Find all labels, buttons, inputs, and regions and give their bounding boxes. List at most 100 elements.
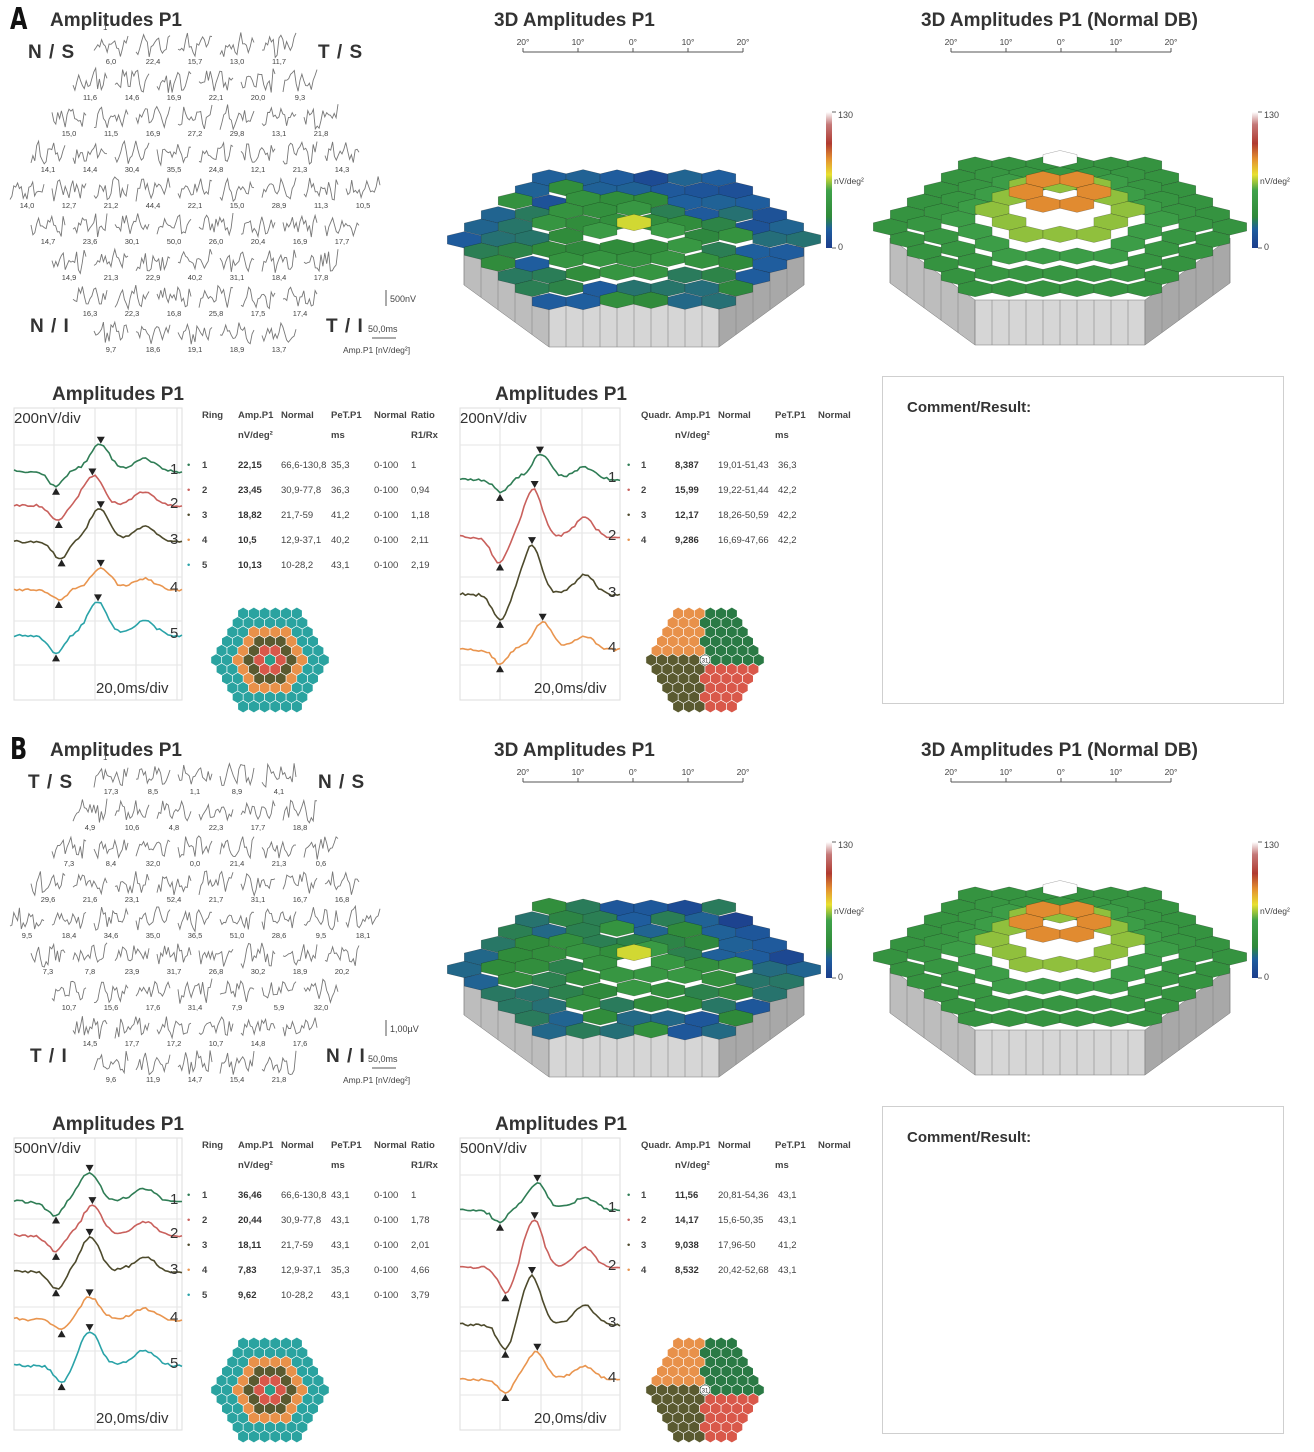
local-amplitude-label: 17,7	[251, 823, 266, 832]
surface-hex-cell	[718, 279, 754, 297]
trace-number-label: 3	[608, 1314, 616, 1331]
local-response-trace	[219, 251, 255, 273]
trace-number-label: 1	[608, 1199, 616, 1216]
local-response-trace	[93, 106, 129, 129]
degree-axis: 20° 10° 0° 10° 20°	[517, 37, 750, 53]
surface-hex-cell	[1076, 995, 1112, 1013]
degree-tick-label: 20°	[737, 37, 750, 47]
local-response-trace	[135, 33, 171, 57]
local-response-trace	[282, 213, 318, 238]
degree-tick-label: 20°	[1165, 767, 1178, 777]
surface-hex-cell	[701, 898, 737, 916]
peak-marker-icon	[94, 594, 102, 602]
local-amplitude-label: 9,5	[316, 931, 326, 940]
local-response-trace	[135, 324, 171, 344]
surface-hex-cell	[1042, 150, 1078, 168]
table-header: Normal	[281, 410, 314, 421]
table-cell: 19,22-51,44	[718, 485, 769, 496]
surface-hex-cell	[1059, 247, 1095, 265]
trough-marker-icon	[52, 1252, 60, 1260]
local-amplitude-label: 31,7	[167, 967, 182, 976]
surface-hex-cell	[599, 966, 635, 984]
table-cell: 8,387	[675, 460, 699, 471]
trace-number-label: 1	[608, 469, 616, 486]
local-response-trace	[93, 767, 129, 788]
surface-hex-cell	[582, 222, 618, 240]
local-response-trace	[177, 178, 213, 200]
local-response-trace	[219, 911, 255, 930]
local-amplitude-label: 7,3	[43, 967, 53, 976]
peak-marker-icon	[533, 1343, 542, 1351]
degree-tick-label: 10°	[1000, 767, 1013, 777]
peak-marker-icon	[85, 1228, 94, 1236]
local-response-trace	[262, 32, 297, 59]
trace-number-label: 4	[608, 1369, 616, 1386]
table-cell: 66,6-130,8	[281, 460, 327, 471]
local-response-trace	[198, 870, 234, 895]
local-amplitude-label: 22,1	[209, 93, 224, 102]
local-response-trace	[135, 980, 171, 998]
y-scale-label: 200nV/div	[14, 410, 81, 427]
peak-marker-icon	[96, 501, 105, 509]
trace-line	[13, 601, 183, 655]
trough-marker-icon	[57, 1383, 66, 1391]
trace-line	[459, 1182, 621, 1224]
local-amplitude-label: 23,6	[83, 237, 98, 246]
degree-tick-label: 0°	[629, 37, 637, 47]
trace-line	[459, 1350, 621, 1394]
x-scale-label: 20,0ms/div	[96, 1410, 169, 1427]
local-response-trace	[72, 942, 108, 963]
trough-marker-icon	[52, 1289, 60, 1297]
local-response-trace	[156, 214, 192, 235]
table-cell: 1	[411, 460, 417, 471]
table-unit: ms	[331, 430, 345, 441]
colorbar: 130 nV/deg² 0	[1252, 840, 1290, 982]
local-amplitude-label: 17,7	[335, 237, 350, 246]
table-cell: 66,6-130,8	[281, 1190, 327, 1201]
local-response-trace	[240, 216, 276, 239]
surface-3d-title: 3D Amplitudes P1	[494, 10, 655, 31]
local-response-trace	[282, 1017, 318, 1037]
local-response-trace	[240, 143, 276, 163]
local-amplitude-label: 10,7	[62, 1003, 77, 1012]
corner-label-top-left: T / S	[28, 772, 74, 793]
hex-map-cell	[317, 653, 330, 667]
local-amplitude-label: 15,0	[62, 129, 77, 138]
table-cell: 12,17	[675, 510, 699, 521]
local-response-trace	[30, 871, 66, 897]
local-amplitude-label: 16,3	[83, 309, 98, 318]
table-cell: 1	[202, 460, 208, 471]
colorbar-scale	[826, 842, 832, 978]
surface-hex-cell	[1076, 955, 1112, 973]
table-header: Normal	[718, 410, 751, 421]
y-scale-label: 200nV/div	[460, 410, 527, 427]
local-amplitude-label: 35,5	[167, 165, 182, 174]
surface-hex-cell	[1042, 955, 1078, 973]
local-response-trace	[240, 942, 276, 970]
trace-line	[13, 1331, 183, 1384]
local-response-trace	[135, 253, 171, 272]
table-header: Normal	[818, 410, 851, 421]
local-amplitude-label: 11,6	[83, 93, 97, 102]
table-cell: 12,9-37,1	[281, 535, 322, 546]
table-header: Normal	[818, 1140, 851, 1151]
degree-tick-label: 10°	[1000, 37, 1013, 47]
local-amplitude-label: 28,9	[272, 201, 287, 210]
surface-hex-cell	[701, 1022, 737, 1040]
local-response-trace	[282, 871, 318, 894]
colorbar-min-label: 0	[1264, 242, 1269, 252]
local-response-trace	[240, 872, 276, 898]
trough-marker-icon	[501, 1394, 510, 1402]
degree-tick-label: 0°	[1057, 767, 1065, 777]
hex-map-cell	[752, 1383, 765, 1397]
peak-marker-icon	[536, 446, 544, 454]
local-response-trace	[261, 321, 297, 343]
degree-tick-label: 20°	[737, 767, 750, 777]
local-response-trace	[156, 799, 192, 822]
local-amplitude-label: 10,5	[356, 201, 371, 210]
local-amplitude-label: 14,8	[251, 1039, 266, 1048]
trough-marker-icon	[54, 521, 63, 529]
colorbar-unit-label: nV/deg²	[1260, 906, 1290, 916]
surface-hex-cell	[786, 230, 821, 248]
